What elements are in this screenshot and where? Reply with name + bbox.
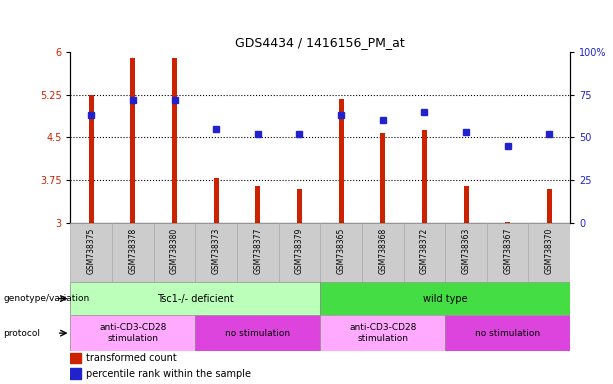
Text: genotype/variation: genotype/variation xyxy=(3,294,89,303)
Bar xyxy=(70,223,112,282)
Bar xyxy=(320,315,445,351)
Text: anti-CD3-CD28
stimulation: anti-CD3-CD28 stimulation xyxy=(349,323,416,343)
Text: protocol: protocol xyxy=(3,329,40,338)
Text: wild type: wild type xyxy=(423,293,468,304)
Text: GSM738379: GSM738379 xyxy=(295,227,304,274)
Text: GSM738372: GSM738372 xyxy=(420,227,429,274)
Bar xyxy=(172,58,177,223)
Bar xyxy=(256,186,261,223)
Bar xyxy=(487,223,528,282)
Text: GSM738370: GSM738370 xyxy=(545,227,554,274)
Text: GSM738368: GSM738368 xyxy=(378,227,387,274)
Text: GSM738373: GSM738373 xyxy=(211,227,221,274)
Bar xyxy=(403,223,445,282)
Bar xyxy=(362,223,403,282)
Text: no stimulation: no stimulation xyxy=(226,329,291,338)
Text: GSM738378: GSM738378 xyxy=(129,227,137,274)
Bar xyxy=(214,178,219,223)
Bar xyxy=(528,223,570,282)
Text: GSM738367: GSM738367 xyxy=(503,227,512,274)
Bar xyxy=(154,223,196,282)
Text: no stimulation: no stimulation xyxy=(475,329,540,338)
Text: transformed count: transformed count xyxy=(86,353,177,363)
Bar xyxy=(70,282,320,315)
Text: GSM738375: GSM738375 xyxy=(87,227,96,274)
Text: percentile rank within the sample: percentile rank within the sample xyxy=(86,369,251,379)
Bar xyxy=(422,131,427,223)
Bar xyxy=(320,223,362,282)
Bar xyxy=(89,94,94,223)
Bar xyxy=(70,368,82,379)
Text: GSM738380: GSM738380 xyxy=(170,227,179,274)
Text: anti-CD3-CD28
stimulation: anti-CD3-CD28 stimulation xyxy=(99,323,167,343)
Bar xyxy=(237,223,279,282)
Bar xyxy=(463,186,468,223)
Bar xyxy=(70,315,196,351)
Text: Tsc1-/- deficient: Tsc1-/- deficient xyxy=(157,293,234,304)
Bar xyxy=(380,133,385,223)
Text: GSM738363: GSM738363 xyxy=(462,227,471,274)
Bar xyxy=(547,189,552,223)
Bar xyxy=(131,58,135,223)
Text: GSM738377: GSM738377 xyxy=(253,227,262,274)
Bar xyxy=(445,223,487,282)
Bar xyxy=(70,353,82,363)
Title: GDS4434 / 1416156_PM_at: GDS4434 / 1416156_PM_at xyxy=(235,36,405,49)
Bar xyxy=(279,223,321,282)
Bar xyxy=(196,223,237,282)
Bar xyxy=(196,315,320,351)
Bar xyxy=(297,189,302,223)
Bar xyxy=(445,315,570,351)
Bar xyxy=(338,99,344,223)
Bar xyxy=(320,282,570,315)
Bar xyxy=(112,223,154,282)
Bar xyxy=(505,222,510,223)
Text: GSM738365: GSM738365 xyxy=(337,227,346,274)
